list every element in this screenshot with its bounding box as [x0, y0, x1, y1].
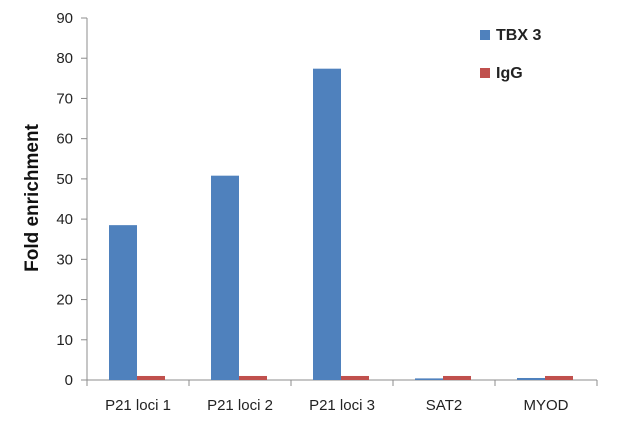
bar-igg: [137, 375, 165, 380]
bar-tbx3: [517, 377, 545, 380]
x-category-label: P21 loci 2: [207, 397, 273, 414]
bar-tbx3: [415, 378, 443, 380]
x-category-label: SAT2: [426, 397, 462, 414]
legend-label: IgG: [496, 65, 523, 82]
bar-igg: [341, 375, 369, 380]
y-tick-label: 30: [56, 251, 73, 268]
y-tick-label: 80: [56, 50, 73, 67]
bar-tbx3: [211, 175, 239, 380]
bar-igg: [545, 375, 573, 380]
y-tick-label: 50: [56, 171, 73, 188]
y-tick-label: 10: [56, 332, 73, 349]
y-tick-label: 90: [56, 10, 73, 27]
y-tick-label: 60: [56, 131, 73, 148]
x-category-label: P21 loci 1: [105, 397, 171, 414]
bar-tbx3: [109, 225, 137, 380]
x-axis: P21 loci 1 P21 loci 2 P21 loci 3 SAT2 MYOD: [86, 379, 598, 414]
legend: TBX 3 IgG: [480, 27, 541, 82]
bars: [109, 68, 573, 381]
y-tick-label: 0: [65, 372, 73, 389]
bar-tbx3: [313, 68, 341, 381]
legend-label: TBX 3: [496, 27, 541, 44]
legend-swatch: [480, 30, 490, 40]
x-category-label: P21 loci 3: [309, 397, 375, 414]
y-tick-label: 70: [56, 90, 73, 107]
y-tick-label: 20: [56, 292, 73, 309]
bar-igg: [239, 375, 267, 380]
bar-igg: [443, 375, 471, 380]
y-axis: 0 10 20 30 40 50 60 70 80 90: [56, 10, 88, 389]
x-category-label: MYOD: [524, 397, 569, 414]
y-axis-title: Fold enrichment: [22, 123, 43, 271]
legend-swatch: [480, 68, 490, 78]
y-tick-label: 40: [56, 211, 73, 228]
